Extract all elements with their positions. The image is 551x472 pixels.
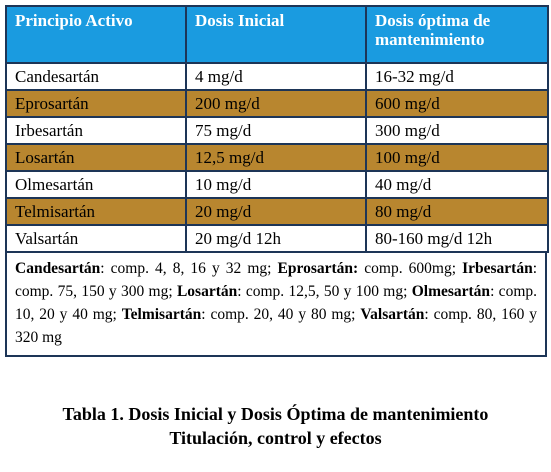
drug-name: Irbesartán (462, 260, 533, 277)
drug-name: Olmesartán (411, 283, 491, 300)
drug-detail: : comp. 10, 20 y 40 mg; (15, 283, 537, 323)
table-cell: Valsartán (5, 224, 187, 253)
drug-detail: : comp. 80, 160 y 320 mg (15, 306, 538, 346)
drug-name: Valsartán (360, 306, 425, 323)
table-cell: 4 mg/d (185, 62, 367, 91)
table-cell: 300 mg/d (365, 116, 549, 145)
table-cell: 40 mg/d (365, 170, 549, 199)
table-row: Olmesartán 10 mg/d 40 mg/d (5, 170, 549, 199)
table-cell: Eprosartán (5, 89, 187, 118)
table-cell: 80 mg/d (365, 197, 549, 226)
table-row: Candesartán 4 mg/d 16-32 mg/d (5, 62, 549, 91)
table-row: Eprosartán 200 mg/d 600 mg/d (5, 89, 549, 118)
header-cell: Dosis óptima de mantenimiento (365, 5, 549, 64)
caption: Tabla 1. Dosis Inicial y Dosis Óptima de… (0, 402, 551, 450)
table-cell: 16-32 mg/d (365, 62, 549, 91)
drug-detail: comp. 600mg; (358, 260, 463, 277)
table-cell: 200 mg/d (185, 89, 367, 118)
header-row: Principio Activo Dosis Inicial Dosis ópt… (5, 5, 549, 64)
table-block: Principio Activo Dosis Inicial Dosis ópt… (5, 5, 549, 357)
table-cell: Candesartán (5, 62, 187, 91)
drug-detail: : comp. 4, 8, 16 y 32 mg; (100, 260, 278, 277)
header-cell: Dosis Inicial (185, 5, 367, 64)
table-cell: Telmisartán (5, 197, 187, 226)
table-cell: 80-160 mg/d 12h (365, 224, 549, 253)
drug-name: Losartán (176, 283, 238, 300)
table-row: Losartán 12,5 mg/d 100 mg/d (5, 143, 549, 172)
table-cell: 20 mg/d (185, 197, 367, 226)
table-cell: 10 mg/d (185, 170, 367, 199)
drug-name: Eprosartán: (277, 260, 359, 277)
table-body: Candesartán 4 mg/d 16-32 mg/d Eprosartán 200… (5, 62, 549, 253)
drug-detail: : comp. 20, 40 y 80 mg; (201, 306, 361, 323)
table-cell: 12,5 mg/d (185, 143, 367, 172)
table-row: Telmisartán 20 mg/d 80 mg/d (5, 197, 549, 226)
table-cell: Losartán (5, 143, 187, 172)
drug-name: Telmisartán (121, 306, 202, 323)
drug-name: Candesartán (15, 260, 101, 277)
drug-detail: : comp. 12,5, 50 y 100 mg; (237, 283, 412, 300)
table-cell: 600 mg/d (365, 89, 549, 118)
caption-line: Tabla 1. Dosis Inicial y Dosis Óptima de… (62, 404, 489, 424)
table-cell: 20 mg/d 12h (185, 224, 367, 253)
table-row: Valsartán 20 mg/d 12h 80-160 mg/d 12h (5, 224, 549, 253)
footnote: Candesartán: comp. 4, 8, 16 y 32 mg; Epr… (5, 253, 547, 357)
drug-detail: : comp. 75, 150 y 300 mg; (15, 260, 537, 300)
table-cell: 75 mg/d (185, 116, 367, 145)
table-cell: Olmesartán (5, 170, 187, 199)
header-cell: Principio Activo (5, 5, 187, 64)
table-cell: 100 mg/d (365, 143, 549, 172)
table-cell: Irbesartán (5, 116, 187, 145)
dose-table: Principio Activo Dosis Inicial Dosis ópt… (5, 5, 549, 253)
caption-line: Titulación, control y efectos (169, 428, 382, 448)
table-row: Irbesartán 75 mg/d 300 mg/d (5, 116, 549, 145)
